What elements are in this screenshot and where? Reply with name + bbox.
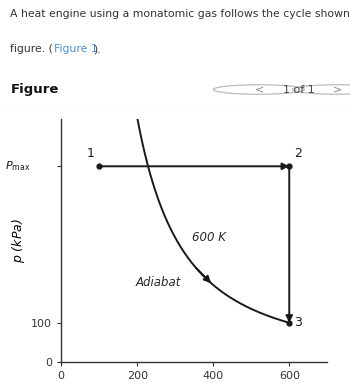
Text: Adiabat: Adiabat bbox=[135, 276, 181, 289]
Text: ).: ). bbox=[93, 44, 100, 54]
Text: <: < bbox=[254, 85, 264, 94]
Text: 2: 2 bbox=[294, 147, 302, 161]
Text: A heat engine using a monatomic gas follows the cycle shown in the: A heat engine using a monatomic gas foll… bbox=[10, 8, 350, 18]
Text: >: > bbox=[333, 85, 342, 94]
Text: 1: 1 bbox=[87, 147, 95, 161]
Text: Figure 1: Figure 1 bbox=[54, 44, 98, 54]
Text: 3: 3 bbox=[294, 316, 302, 329]
Text: Figure: Figure bbox=[10, 83, 59, 96]
Text: figure. (: figure. ( bbox=[10, 44, 53, 54]
Y-axis label: $p$ (kPa): $p$ (kPa) bbox=[10, 218, 27, 263]
Text: 1 of 1: 1 of 1 bbox=[284, 85, 315, 94]
Text: $P_{\rm max}$: $P_{\rm max}$ bbox=[6, 159, 31, 173]
Text: 600 K: 600 K bbox=[193, 231, 226, 244]
